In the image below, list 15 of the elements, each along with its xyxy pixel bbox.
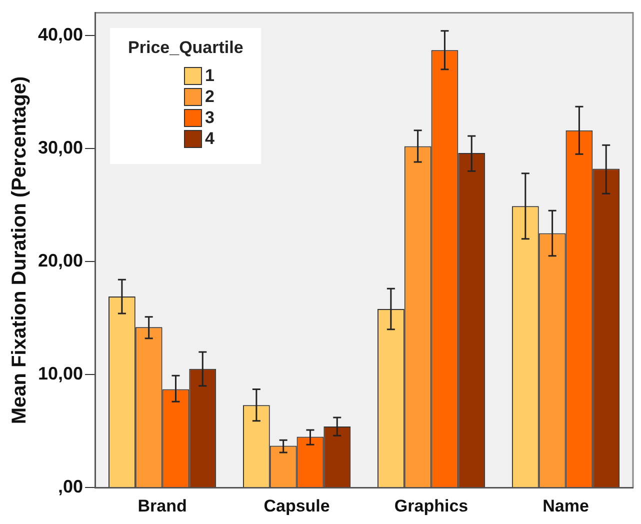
y-tick-label: ,00	[58, 476, 84, 497]
x-tick-label: Capsule	[264, 496, 330, 516]
legend-label: 1	[205, 66, 214, 86]
legend-label: 3	[205, 108, 214, 128]
legend-label: 2	[205, 87, 214, 108]
legend-title: Price_Quartile	[128, 38, 244, 58]
x-tick-label: Graphics	[394, 496, 468, 516]
y-tick-label: 40,00	[38, 24, 84, 44]
y-axis-title: Mean Fixation Duration (Percentage)	[8, 76, 31, 424]
legend-label: 4	[205, 129, 214, 150]
x-tick-label: Brand	[138, 496, 187, 516]
y-tick-label: 20,00	[38, 250, 84, 270]
y-tick-label: 30,00	[38, 137, 84, 158]
y-tick-label: 10,00	[38, 364, 84, 384]
x-tick-label: Name	[542, 496, 589, 516]
